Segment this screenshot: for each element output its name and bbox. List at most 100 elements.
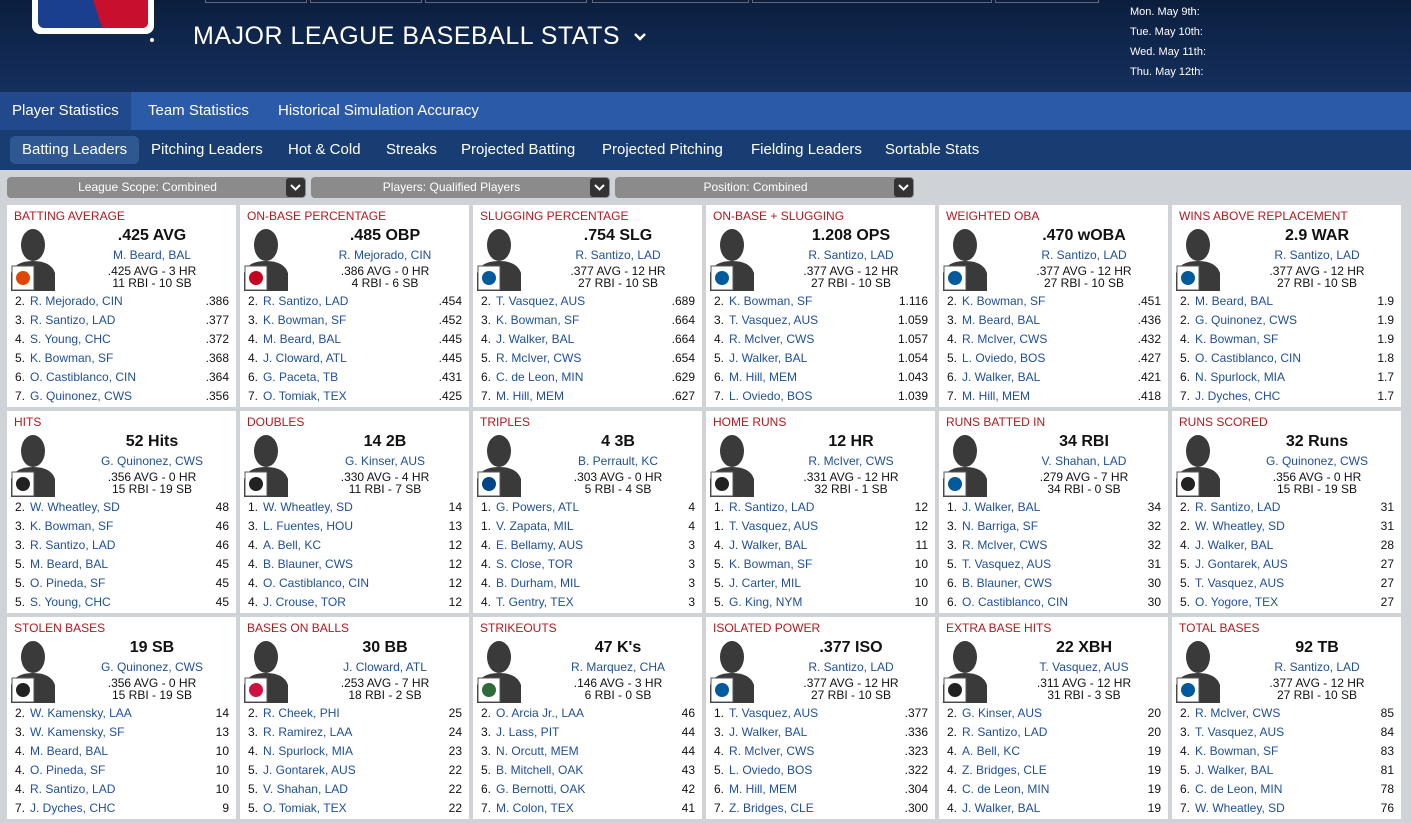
player-name[interactable]: W. Wheatley, SD — [30, 500, 120, 514]
filter-dropdown[interactable]: League Scope: Combined — [7, 177, 306, 198]
player-name[interactable]: B. Blauner, CWS — [263, 557, 354, 571]
player-name[interactable]: C. de Leon, MIN — [962, 782, 1050, 796]
player-name[interactable]: R. Santizo, LAD — [30, 313, 116, 327]
player-name[interactable]: B. Durham, MIL — [496, 576, 581, 590]
player-name[interactable]: T. Vasquez, AUS — [729, 313, 819, 327]
player-name[interactable]: J. Dyches, CHC — [30, 801, 116, 815]
player-name[interactable]: J. Walker, BAL — [1195, 538, 1274, 552]
subtab[interactable]: Projected Pitching — [602, 141, 723, 158]
player-name[interactable]: G. Quinonez, CWS — [1195, 313, 1298, 327]
subtab[interactable]: Projected Batting — [461, 141, 576, 158]
player-name[interactable]: A. Bell, KC — [263, 538, 322, 552]
player-name[interactable]: O. Pineda, SF — [30, 576, 106, 590]
player-name[interactable]: W. Kamensky, LAA — [30, 706, 132, 720]
player-name[interactable]: S. Young, CHC — [30, 595, 111, 609]
player-name[interactable]: M. Hill, MEM — [962, 389, 1030, 403]
tab[interactable]: Player Statistics — [0, 92, 131, 130]
player-name[interactable]: J. Dyches, CHC — [1195, 389, 1281, 403]
player-name[interactable]: M. Beard, BAL — [30, 744, 109, 758]
player-name[interactable]: G. Kinser, AUS — [962, 706, 1043, 720]
player-name[interactable]: J. Gontarek, AUS — [1195, 557, 1288, 571]
player-name[interactable]: R. McIver, CWS — [1195, 706, 1281, 720]
player-name[interactable]: G. Bernotti, OAK — [496, 782, 586, 796]
filter-dropdown[interactable]: Position: Combined — [615, 177, 914, 198]
player-name[interactable]: R. Santizo, LAD — [30, 538, 116, 552]
player-name[interactable]: W. Kamensky, SF — [30, 725, 125, 739]
player-name[interactable]: O. Castiblanco, CIN — [1195, 351, 1302, 365]
player-name[interactable]: J. Gontarek, AUS — [263, 763, 356, 777]
player-name[interactable]: B. Mitchell, OAK — [496, 763, 584, 777]
player-name[interactable]: R. Santizo, LAD — [729, 500, 815, 514]
player-name[interactable]: R. Mejorado, CIN — [30, 294, 123, 308]
player-name[interactable]: R. Santizo, LAD — [30, 782, 116, 796]
player-name[interactable]: J. Walker, BAL — [496, 332, 575, 346]
player-name[interactable]: R. Santizo, LAD — [1195, 500, 1281, 514]
player-name[interactable]: O. Yogore, TEX — [1195, 595, 1279, 609]
player-name[interactable]: O. Castiblanco, CIN — [30, 370, 137, 384]
player-name[interactable]: W. Wheatley, SD — [263, 500, 353, 514]
player-name[interactable]: J. Walker, BAL — [1195, 763, 1274, 777]
player-name[interactable]: K. Bowman, SF — [30, 519, 114, 533]
player-name[interactable]: R. Ramirez, LAA — [263, 725, 353, 739]
player-name[interactable]: O. Pineda, SF — [30, 763, 106, 777]
player-name[interactable]: G. Powers, ATL — [496, 500, 580, 514]
player-name[interactable]: M. Beard, BAL — [1195, 294, 1274, 308]
player-name[interactable]: T. Vasquez, AUS — [729, 519, 819, 533]
player-name[interactable]: J. Walker, BAL — [962, 801, 1041, 815]
player-name[interactable]: N. Barriga, SF — [962, 519, 1039, 533]
player-name[interactable]: K. Bowman, SF — [496, 313, 580, 327]
player-name[interactable]: G. Paceta, TB — [263, 370, 339, 384]
player-name[interactable]: C. de Leon, MIN — [1195, 782, 1283, 796]
player-name[interactable]: R. Cheek, PHI — [263, 706, 340, 720]
player-name[interactable]: R. McIver, CWS — [729, 332, 815, 346]
player-name[interactable]: S. Close, TOR — [496, 557, 573, 571]
subtab[interactable]: Streaks — [386, 141, 437, 158]
player-name[interactable]: E. Bellamy, AUS — [496, 538, 584, 552]
player-name[interactable]: O. Castiblanco, CIN — [263, 576, 370, 590]
filter-dropdown[interactable]: Players: Qualified Players — [311, 177, 610, 198]
player-name[interactable]: N. Orcutt, MEM — [496, 744, 579, 758]
player-name[interactable]: N. Spurlock, MIA — [263, 744, 354, 758]
player-name[interactable]: J. Walker, BAL — [729, 725, 808, 739]
player-name[interactable]: G. Quinonez, CWS — [30, 389, 133, 403]
player-name[interactable]: R. McIver, CWS — [962, 332, 1048, 346]
player-name[interactable]: J. Walker, BAL — [729, 538, 808, 552]
player-name[interactable]: T. Vasquez, AUS — [1195, 725, 1285, 739]
title-dropdown[interactable] — [632, 30, 648, 44]
player-name[interactable]: J. Walker, BAL — [962, 370, 1041, 384]
player-name[interactable]: K. Bowman, SF — [30, 351, 114, 365]
player-name[interactable]: K. Bowman, SF — [729, 294, 813, 308]
player-name[interactable]: A. Bell, KC — [962, 744, 1021, 758]
player-name[interactable]: R. McIver, CWS — [962, 538, 1048, 552]
player-name[interactable]: J. Walker, BAL — [729, 351, 808, 365]
player-name[interactable]: T. Vasquez, AUS — [1195, 576, 1285, 590]
player-name[interactable]: R. Santizo, LAD — [962, 725, 1048, 739]
player-name[interactable]: K. Bowman, SF — [729, 557, 813, 571]
tab[interactable]: Team Statistics — [148, 102, 249, 119]
player-name[interactable]: M. Colon, TEX — [496, 801, 574, 815]
player-name[interactable]: J. Cloward, ATL — [263, 351, 347, 365]
player-name[interactable]: K. Bowman, SF — [1195, 744, 1279, 758]
subtab[interactable]: Batting Leaders — [10, 136, 140, 164]
player-name[interactable]: T. Gentry, TEX — [496, 595, 574, 609]
subtab[interactable]: Pitching Leaders — [151, 141, 263, 158]
player-name[interactable]: K. Bowman, SF — [1195, 332, 1279, 346]
player-name[interactable]: M. Beard, BAL — [30, 557, 109, 571]
subtab[interactable]: Fielding Leaders — [751, 141, 862, 158]
player-name[interactable]: M. Hill, MEM — [729, 782, 797, 796]
player-name[interactable]: O. Tomiak, TEX — [263, 801, 347, 815]
player-name[interactable]: M. Hill, MEM — [729, 370, 797, 384]
player-name[interactable]: V. Shahan, LAD — [263, 782, 348, 796]
player-name[interactable]: O. Castiblanco, CIN — [962, 595, 1069, 609]
player-name[interactable]: J. Walker, BAL — [962, 500, 1041, 514]
player-name[interactable]: J. Lass, PIT — [496, 725, 560, 739]
subtab[interactable]: Sortable Stats — [885, 141, 980, 158]
player-name[interactable]: O. Tomiak, TEX — [263, 389, 347, 403]
player-name[interactable]: R. McIver, CWS — [496, 351, 582, 365]
player-name[interactable]: L. Oviedo, BOS — [729, 389, 813, 403]
player-name[interactable]: W. Wheatley, SD — [1195, 519, 1285, 533]
player-name[interactable]: L. Oviedo, BOS — [962, 351, 1046, 365]
player-name[interactable]: J. Crouse, TOR — [263, 595, 346, 609]
player-name[interactable]: M. Beard, BAL — [962, 313, 1041, 327]
player-name[interactable]: Z. Bridges, CLE — [962, 763, 1047, 777]
